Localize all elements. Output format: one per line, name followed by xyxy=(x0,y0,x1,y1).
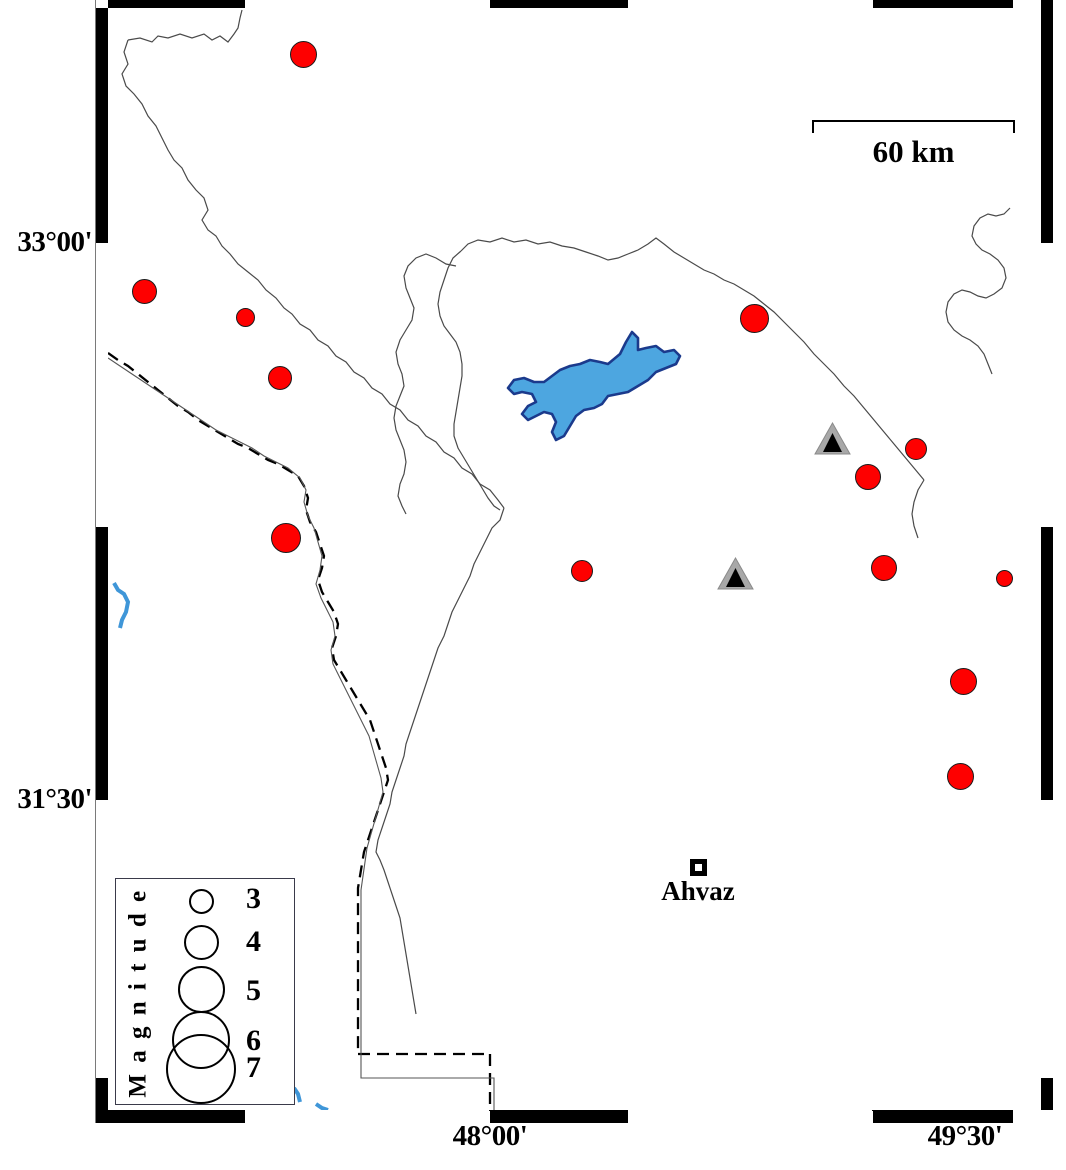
map-vector-layer xyxy=(108,9,1011,1110)
frame-tick-bottom-5 xyxy=(873,1110,1013,1123)
frame-tick-right-4 xyxy=(1041,527,1053,800)
city-label-ahvaz: Ahvaz xyxy=(661,876,735,906)
latitude-label-33-00: 33°00' xyxy=(17,226,92,258)
epicenter-circle[interactable] xyxy=(289,40,317,68)
epicenter-circle[interactable] xyxy=(905,438,927,460)
city-square-inner xyxy=(695,864,702,871)
legend-row: 5 xyxy=(160,962,296,1014)
river-south-fragment-2 xyxy=(314,1102,329,1110)
frame-tick-top-4 xyxy=(628,0,873,8)
magnitude-legend: M a g n i t u d e 3 4 5 6 7 xyxy=(115,878,295,1105)
lake-polygon xyxy=(506,330,682,442)
legend-rows: 3 4 5 6 7 xyxy=(160,879,296,1106)
legend-label-m5: 5 xyxy=(246,974,261,1007)
station-triangle-icon[interactable] xyxy=(716,556,754,590)
longitude-label-49-30: 49°30' xyxy=(927,1120,1003,1152)
legend-row: 3 xyxy=(160,879,296,923)
province-boundaries xyxy=(121,9,1011,1015)
legend-row: 4 xyxy=(160,919,296,965)
boundary-north-east xyxy=(945,207,1011,375)
boundary-lorestan-w xyxy=(437,250,501,511)
station-triangle-icon[interactable] xyxy=(813,421,851,455)
legend-circle-m4 xyxy=(184,925,219,960)
legend-label-m4: 4 xyxy=(246,925,261,958)
boundary-north-west-top xyxy=(127,9,243,43)
frame-tick-left-5 xyxy=(96,800,108,1078)
boundary-zagros-nw xyxy=(121,39,505,509)
legend-title: M a g n i t u d e xyxy=(125,887,152,1098)
scale-bar: 60 km xyxy=(812,120,1015,175)
frame-tick-right-3 xyxy=(1041,243,1053,527)
epicenter-circle[interactable] xyxy=(268,366,292,390)
frame-tick-left-4 xyxy=(96,527,108,800)
longitude-label-48-00: 48°00' xyxy=(452,1120,528,1152)
epicenter-circle[interactable] xyxy=(855,464,881,490)
epicenter-circle[interactable] xyxy=(235,307,255,327)
river-south-fragment xyxy=(292,1086,302,1103)
frame-tick-right-2 xyxy=(1041,8,1053,243)
legend-label-m7: 7 xyxy=(246,1051,261,1084)
station-triangle-glyph xyxy=(716,556,754,589)
boundary-north-central xyxy=(460,237,925,481)
river-fragments xyxy=(112,582,329,1110)
international-border-dashed xyxy=(108,352,492,1110)
station-triangle-glyph xyxy=(813,421,851,454)
river-west-fragment xyxy=(112,582,131,629)
border-iran-iraq-main xyxy=(108,352,390,1054)
frame-tick-top-2 xyxy=(245,0,490,8)
legend-circle-m5 xyxy=(178,966,225,1013)
epicenter-circle[interactable] xyxy=(871,555,897,581)
boundary-small-west-lobe xyxy=(393,253,457,515)
frame-tick-bottom-2 xyxy=(245,1110,490,1123)
legend-title-wrapper: M a g n i t u d e xyxy=(118,879,160,1106)
frame-tick-bottom-4 xyxy=(628,1110,873,1123)
scale-bar-label: 60 km xyxy=(872,134,955,169)
frame-tick-bottom-1 xyxy=(108,1110,245,1123)
epicenter-circle[interactable] xyxy=(949,667,977,695)
epicenter-circle[interactable] xyxy=(995,569,1013,587)
legend-label-m3: 3 xyxy=(246,882,261,915)
reservoir-lake xyxy=(506,330,682,442)
frame-tick-top-6 xyxy=(1013,0,1053,8)
frame-tick-left-6 xyxy=(96,1078,108,1123)
city-square-icon[interactable] xyxy=(690,859,707,876)
epicenter-circle[interactable] xyxy=(131,278,157,304)
frame-tick-left-2 xyxy=(96,8,108,243)
frame-tick-top-1 xyxy=(108,0,245,8)
frame-tick-top-3 xyxy=(490,0,628,8)
frame-tick-left-3 xyxy=(96,243,108,527)
border-companion-path xyxy=(108,357,495,1110)
legend-circle-m7 xyxy=(166,1034,236,1104)
frame-tick-left-1 xyxy=(96,0,108,8)
border-companion-line xyxy=(108,357,495,1110)
latitude-label-31-30: 31°30' xyxy=(17,783,92,815)
legend-circle-m3 xyxy=(189,889,214,914)
epicenter-circle[interactable] xyxy=(946,762,974,790)
frame-tick-bottom-6 xyxy=(1013,1110,1053,1123)
epicenter-circle[interactable] xyxy=(271,523,301,553)
epicenter-circle[interactable] xyxy=(571,560,593,582)
legend-row: 7 xyxy=(160,1034,296,1106)
frame-tick-bottom-3 xyxy=(490,1110,628,1123)
frame-tick-right-1 xyxy=(1041,0,1053,8)
legend-label-m6: 6 xyxy=(246,1024,261,1057)
boundary-khuzestan-west xyxy=(375,507,505,1015)
boundary-east-short xyxy=(911,479,925,539)
scale-bar-rule xyxy=(812,120,1015,133)
frame-tick-right-5 xyxy=(1041,800,1053,1078)
frame-tick-top-5 xyxy=(873,0,1013,8)
epicenter-circle[interactable] xyxy=(739,303,769,333)
